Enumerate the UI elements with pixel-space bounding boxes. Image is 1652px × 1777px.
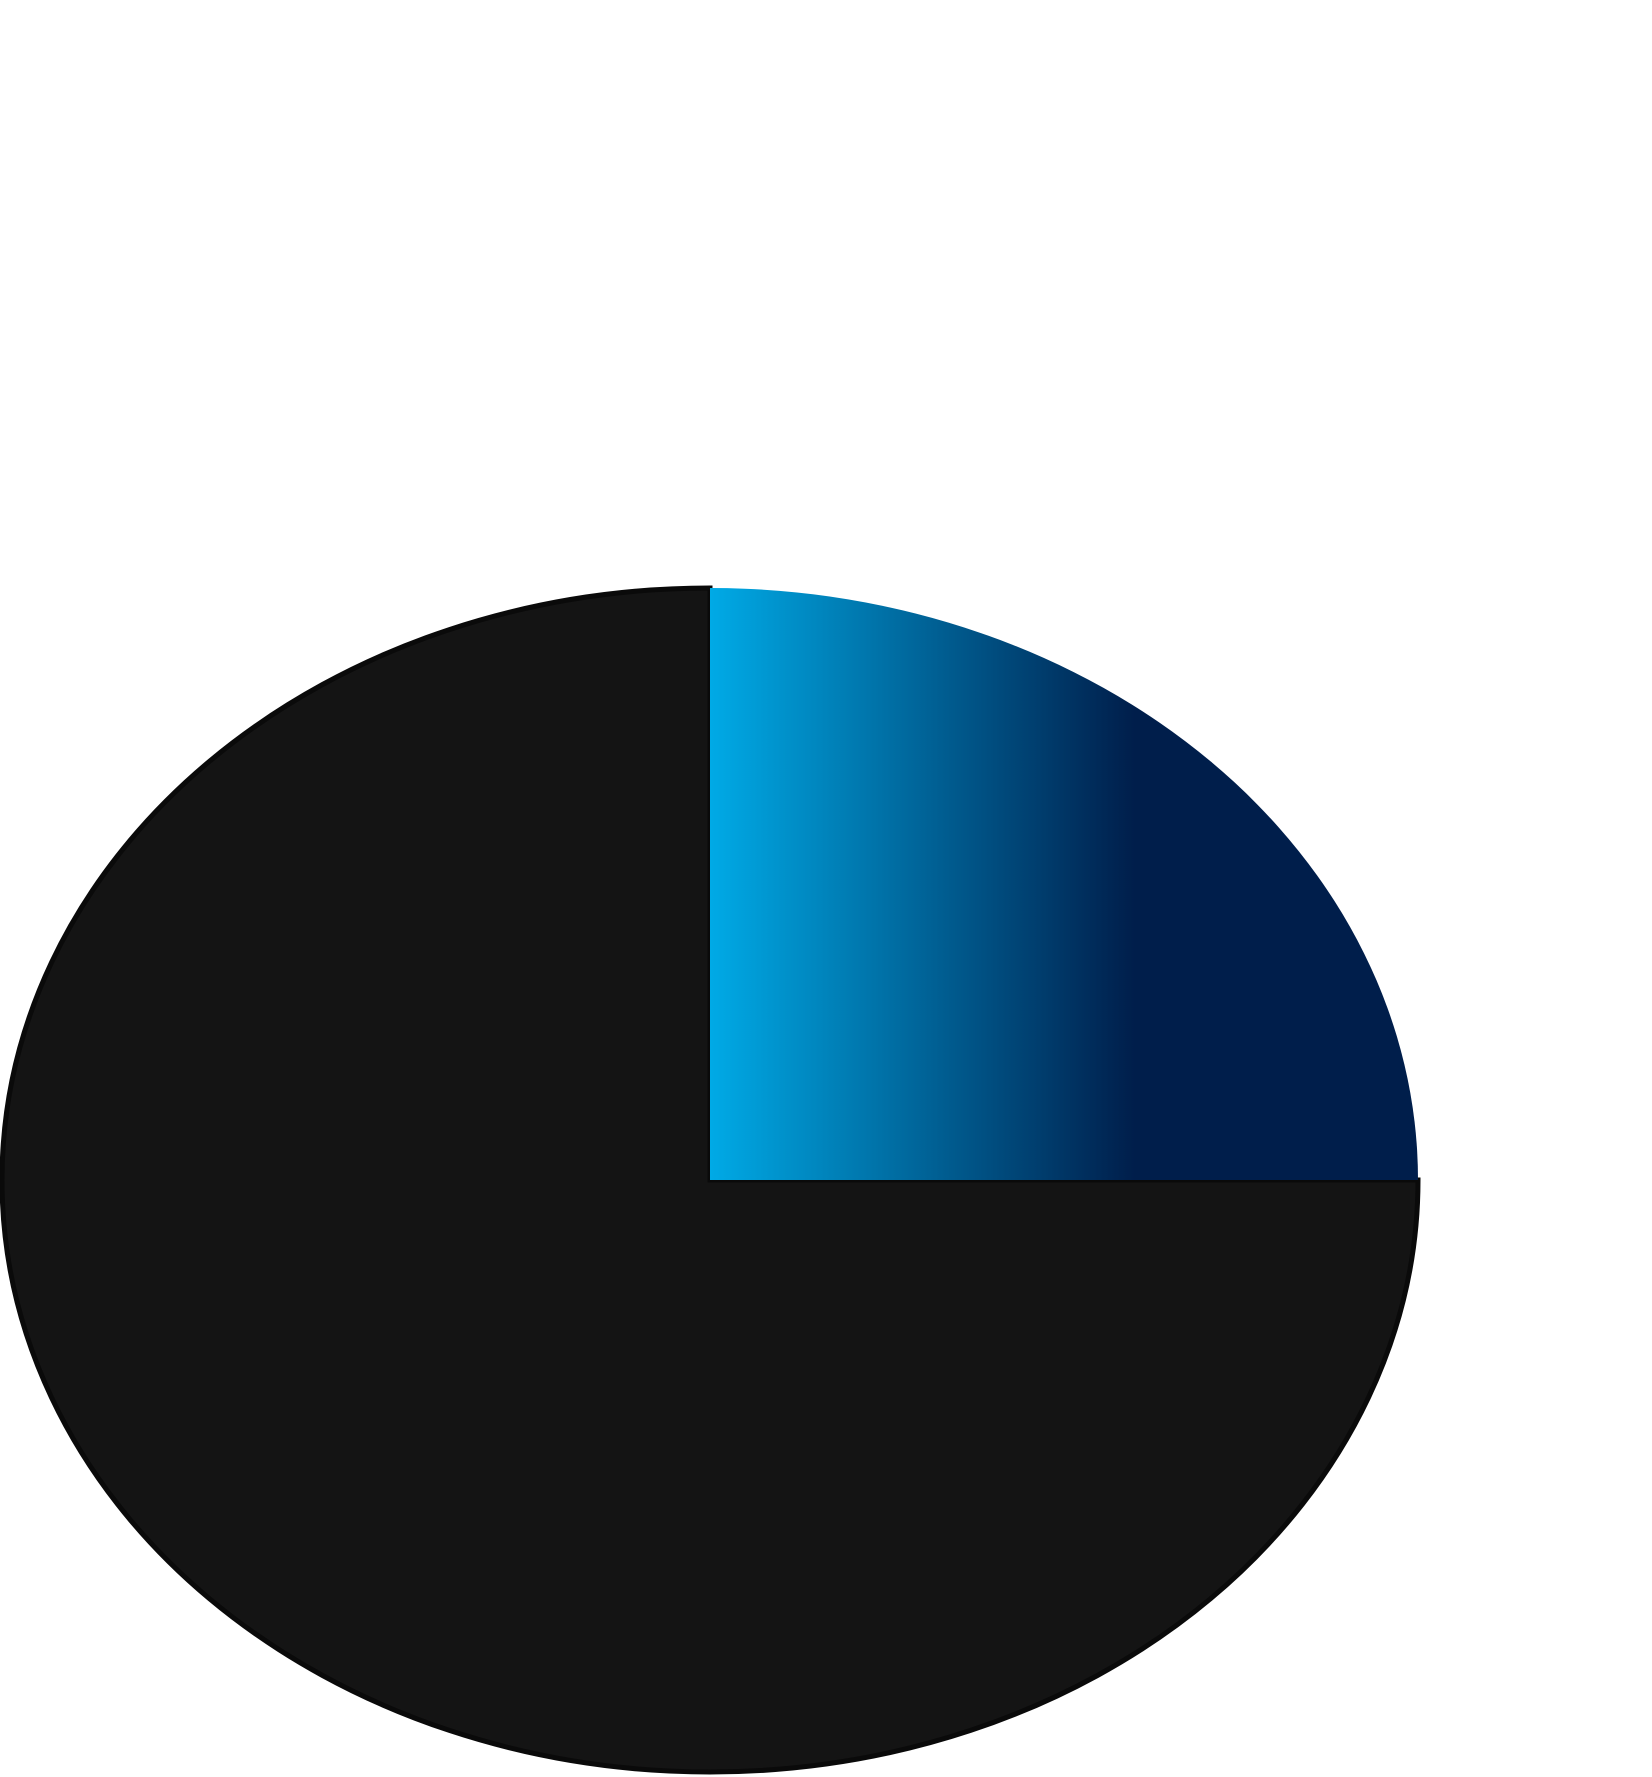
pie-slice-1	[0, 585, 1421, 1775]
pie-slice-0	[710, 588, 1418, 1180]
pie-slices	[0, 585, 1421, 1775]
